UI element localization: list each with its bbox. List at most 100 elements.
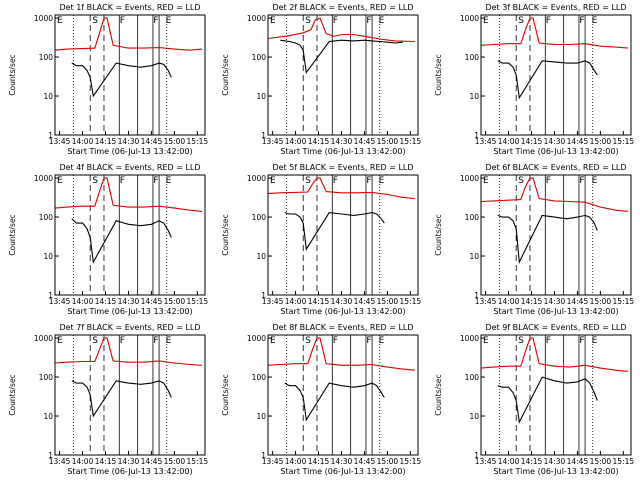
y-tick-label: 1 bbox=[48, 131, 53, 140]
band-label: F bbox=[120, 336, 125, 346]
band-label: S bbox=[305, 176, 311, 186]
panel-title: Det 5f BLACK = Events, RED = LLD bbox=[272, 163, 413, 172]
band-label: E bbox=[57, 336, 63, 346]
y-tick-label: 1000 bbox=[460, 14, 479, 23]
band-label: F bbox=[333, 336, 338, 346]
band-label: F bbox=[579, 16, 584, 26]
y-tick-label: 1000 bbox=[247, 14, 266, 23]
band-label: S bbox=[305, 336, 311, 346]
axes-frame bbox=[54, 174, 206, 296]
y-axis-label: Counts/sec bbox=[8, 54, 17, 95]
band-label: F bbox=[366, 336, 371, 346]
axes-frame bbox=[267, 334, 419, 456]
x-tick-label: 13:45 bbox=[475, 137, 497, 146]
x-tick-label: 15:00 bbox=[164, 137, 186, 146]
x-axis-label: Start Time (06-Jul-13 13:42:00) bbox=[67, 147, 192, 156]
panel-title: Det 8f BLACK = Events, RED = LLD bbox=[272, 323, 413, 332]
axes-frame bbox=[54, 334, 206, 456]
y-tick-label: 1000 bbox=[34, 334, 53, 343]
panel-title: Det 1f BLACK = Events, RED = LLD bbox=[59, 3, 200, 12]
series-line-lld bbox=[480, 17, 628, 49]
series-line-events bbox=[284, 382, 385, 422]
x-tick-label: 13:45 bbox=[262, 137, 284, 146]
band-label: F bbox=[120, 16, 125, 26]
x-tick-label: 14:45 bbox=[141, 457, 163, 466]
band-label: F bbox=[579, 176, 584, 186]
x-tick-label: 14:45 bbox=[354, 137, 376, 146]
band-label: F bbox=[366, 16, 371, 26]
y-tick-label: 10 bbox=[43, 92, 53, 101]
x-tick-label: 14:30 bbox=[118, 297, 140, 306]
x-tick-label: 15:15 bbox=[400, 297, 422, 306]
y-tick-label: 1 bbox=[261, 291, 266, 300]
series-line-events bbox=[497, 376, 598, 424]
x-tick-label: 14:15 bbox=[95, 137, 117, 146]
x-axis-label: Start Time (06-Jul-13 13:42:00) bbox=[280, 147, 405, 156]
series-line-events bbox=[280, 39, 403, 75]
band-label: E bbox=[166, 336, 172, 346]
y-tick-label: 1000 bbox=[247, 174, 266, 183]
x-tick-label: 14:30 bbox=[544, 137, 566, 146]
x-tick-label: 15:15 bbox=[187, 137, 209, 146]
x-tick-label: 15:00 bbox=[590, 297, 612, 306]
series-line-lld bbox=[267, 337, 415, 371]
x-tick-label: 15:00 bbox=[377, 297, 399, 306]
band-label: E bbox=[57, 16, 63, 26]
series-line-events bbox=[71, 218, 172, 264]
band-label: F bbox=[153, 16, 158, 26]
x-tick-label: 14:15 bbox=[95, 297, 117, 306]
series-line-lld bbox=[54, 337, 202, 366]
y-tick-label: 100 bbox=[39, 53, 54, 62]
band-label: S bbox=[518, 16, 524, 26]
band-label: F bbox=[546, 336, 551, 346]
y-axis-label: Counts/sec bbox=[8, 214, 17, 255]
x-tick-label: 14:00 bbox=[72, 457, 94, 466]
x-tick-label: 14:00 bbox=[498, 137, 520, 146]
y-tick-label: 100 bbox=[39, 373, 54, 382]
axes-frame bbox=[480, 334, 632, 456]
band-label: E bbox=[483, 16, 489, 26]
panel-title: Det 2f BLACK = Events, RED = LLD bbox=[272, 3, 413, 12]
band-label: F bbox=[579, 336, 584, 346]
x-axis-label: Start Time (06-Jul-13 13:42:00) bbox=[493, 147, 618, 156]
series-line-lld bbox=[54, 177, 202, 212]
x-tick-label: 14:45 bbox=[567, 457, 589, 466]
y-tick-label: 10 bbox=[43, 252, 53, 261]
y-axis-label: Counts/sec bbox=[8, 374, 17, 415]
y-tick-label: 1 bbox=[474, 451, 479, 460]
x-tick-label: 14:15 bbox=[521, 137, 543, 146]
panel-title: Det 4f BLACK = Events, RED = LLD bbox=[59, 163, 200, 172]
series-line-lld bbox=[267, 17, 415, 43]
x-tick-label: 14:00 bbox=[498, 457, 520, 466]
x-tick-label: 14:15 bbox=[308, 457, 330, 466]
panel-title: Det 6f BLACK = Events, RED = LLD bbox=[485, 163, 626, 172]
x-tick-label: 15:15 bbox=[613, 457, 635, 466]
band-label: S bbox=[92, 16, 98, 26]
x-tick-label: 14:00 bbox=[285, 297, 307, 306]
x-axis-label: Start Time (06-Jul-13 13:42:00) bbox=[493, 307, 618, 316]
y-tick-label: 10 bbox=[43, 412, 53, 421]
band-label: F bbox=[153, 336, 158, 346]
x-tick-label: 15:00 bbox=[590, 457, 612, 466]
series-line-lld bbox=[480, 337, 628, 372]
y-tick-label: 1 bbox=[48, 451, 53, 460]
y-tick-label: 100 bbox=[465, 53, 480, 62]
series-line-lld bbox=[267, 177, 415, 200]
band-label: E bbox=[592, 176, 598, 186]
x-tick-label: 15:00 bbox=[377, 137, 399, 146]
axes-frame bbox=[267, 14, 419, 136]
series-line-events bbox=[284, 212, 385, 251]
x-tick-label: 13:45 bbox=[49, 457, 71, 466]
x-tick-label: 14:45 bbox=[354, 457, 376, 466]
y-tick-label: 1 bbox=[48, 291, 53, 300]
band-label: F bbox=[546, 16, 551, 26]
band-label: S bbox=[518, 336, 524, 346]
band-label: E bbox=[379, 336, 385, 346]
x-axis-label: Start Time (06-Jul-13 13:42:00) bbox=[280, 467, 405, 476]
x-tick-label: 13:45 bbox=[262, 457, 284, 466]
x-tick-label: 14:30 bbox=[544, 297, 566, 306]
